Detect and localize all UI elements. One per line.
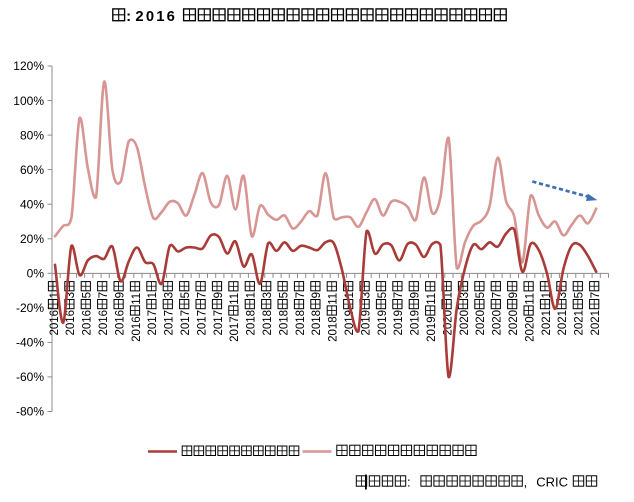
svg-text:7: 7 [295,292,307,298]
svg-text:2020: 2020 [524,316,536,342]
svg-text:2020: 2020 [475,310,487,336]
svg-text:2016: 2016 [82,310,94,336]
svg-text:2017: 2017 [147,310,159,336]
svg-text:5: 5 [82,292,94,298]
svg-text:0%: 0% [27,267,45,281]
svg-text:2020: 2020 [492,310,504,336]
svg-text:2016: 2016 [98,310,110,336]
svg-text:7: 7 [590,292,602,298]
svg-text:7: 7 [98,292,110,298]
svg-text:2017: 2017 [213,310,225,336]
svg-text:3: 3 [65,292,77,298]
svg-text:5: 5 [475,292,487,298]
svg-text:1: 1 [147,292,159,298]
svg-text:11: 11 [328,293,340,305]
svg-text:2017: 2017 [196,310,208,336]
svg-text:2021: 2021 [590,310,602,336]
svg-text:7: 7 [196,292,208,298]
svg-text:9: 9 [311,292,323,298]
svg-text:3: 3 [360,292,372,298]
svg-text:2021: 2021 [541,310,553,336]
svg-text:40%: 40% [20,197,44,211]
svg-text:2016: 2016 [131,316,143,342]
svg-text:3: 3 [557,292,569,298]
svg-text:9: 9 [213,292,225,298]
svg-text:1: 1 [344,292,356,298]
svg-text:2018: 2018 [328,316,340,342]
svg-text:-60%: -60% [16,370,44,384]
svg-text:2016: 2016 [135,9,177,25]
svg-text:11: 11 [524,293,536,305]
svg-text:2018: 2018 [295,310,307,336]
svg-text:1: 1 [49,292,61,298]
svg-text:2017: 2017 [180,310,192,336]
svg-text:11: 11 [229,293,241,305]
svg-text:3: 3 [459,292,471,298]
svg-text:,: , [524,475,528,490]
svg-text:2016: 2016 [114,310,126,336]
svg-text:2021: 2021 [557,310,569,336]
svg-text:11: 11 [131,293,143,305]
svg-text:-40%: -40% [16,336,44,350]
svg-text:11: 11 [426,293,438,305]
svg-text:2018: 2018 [262,310,274,336]
svg-text:5: 5 [377,292,389,298]
svg-text:CRIC: CRIC [536,475,568,490]
svg-text:2019: 2019 [377,310,389,336]
svg-text:2018: 2018 [246,310,258,336]
svg-text:5: 5 [574,292,586,298]
svg-text:80%: 80% [20,128,44,142]
svg-text:2018: 2018 [278,310,290,336]
svg-text:2018: 2018 [311,310,323,336]
svg-text:2016: 2016 [65,310,77,336]
svg-text:5: 5 [278,292,290,298]
svg-text:-80%: -80% [16,405,44,419]
svg-text:7: 7 [393,292,405,298]
svg-text:1: 1 [442,292,454,298]
svg-text:9: 9 [410,292,422,298]
svg-text:2020: 2020 [508,310,520,336]
svg-text:2019: 2019 [410,310,422,336]
svg-text:2016: 2016 [49,310,61,336]
svg-text:-20%: -20% [16,301,44,315]
svg-text:5: 5 [180,292,192,298]
svg-text:2020: 2020 [459,310,471,336]
svg-text:3: 3 [262,292,274,298]
svg-text:120%: 120% [13,59,44,73]
svg-text:1: 1 [246,292,258,298]
svg-text:100%: 100% [13,94,44,108]
svg-text:2019: 2019 [393,310,405,336]
svg-text:60%: 60% [20,163,44,177]
svg-text:2021: 2021 [574,310,586,336]
svg-text:3: 3 [164,292,176,298]
svg-text:7: 7 [492,292,504,298]
svg-text::: : [407,475,411,490]
svg-text:2019: 2019 [360,310,372,336]
svg-text:1: 1 [541,292,553,298]
svg-text:9: 9 [114,292,126,298]
svg-text:9: 9 [508,292,520,298]
svg-text::: : [126,9,131,25]
svg-text:2017: 2017 [229,316,241,342]
svg-text:2017: 2017 [164,310,176,336]
svg-text:2019: 2019 [426,316,438,342]
svg-text:20%: 20% [20,232,44,246]
